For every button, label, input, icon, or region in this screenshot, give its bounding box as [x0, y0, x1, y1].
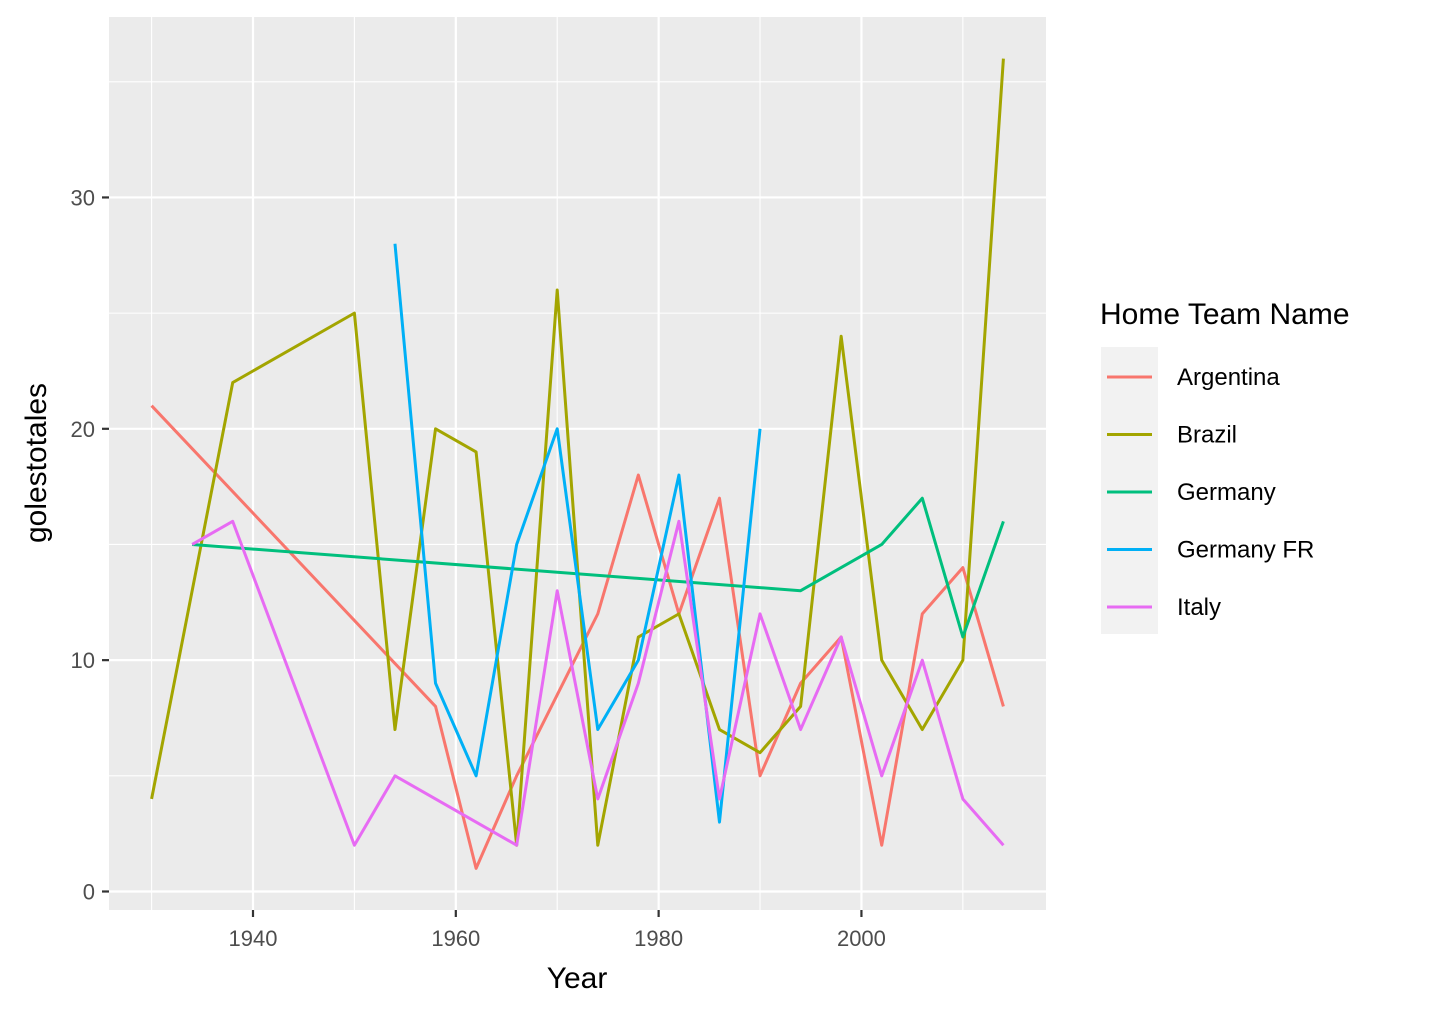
legend-title: Home Team Name — [1100, 298, 1350, 331]
legend-label: Germany FR — [1177, 537, 1314, 564]
legend-items: Argentina Brazil Germany Germany FR Italy — [1107, 364, 1314, 621]
legend-label: Brazil — [1177, 422, 1237, 449]
series-line-brazil — [150, 58, 1005, 847]
legend: Home Team Name Argentina Brazil Germany Ger… — [1100, 298, 1350, 634]
x-tick-label: 1940 — [229, 926, 278, 951]
x-tick-label: 1980 — [634, 926, 683, 951]
y-axis-title: golestotales — [20, 383, 53, 543]
x-tick-label: 2000 — [837, 926, 886, 951]
y-tick-label: 30 — [71, 185, 95, 210]
y-tick-label: 10 — [71, 648, 95, 673]
y-tick-label: 0 — [83, 879, 95, 904]
minor-gridlines — [109, 17, 1046, 910]
panel-background — [109, 17, 1046, 910]
series-line-germany — [192, 496, 1005, 639]
major-gridlines — [109, 17, 1046, 910]
series-line-italy — [191, 519, 1005, 847]
legend-label: Argentina — [1177, 364, 1280, 391]
legend-label: Italy — [1177, 594, 1221, 621]
tick-labels: 1940 1960 1980 2000 0 10 20 30 — [71, 185, 886, 951]
x-axis-title: Year — [547, 962, 608, 995]
axis-ticks — [102, 196, 863, 917]
series-lines — [150, 58, 1005, 870]
series-line-germany-fr — [393, 243, 762, 824]
legend-label: Germany — [1177, 479, 1276, 506]
y-tick-label: 20 — [71, 417, 95, 442]
series-line-argentina — [150, 404, 1005, 870]
x-tick-label: 1960 — [431, 926, 480, 951]
